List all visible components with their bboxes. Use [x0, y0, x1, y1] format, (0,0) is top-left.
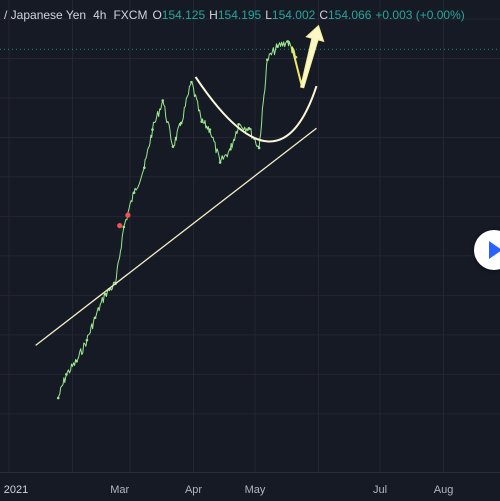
- replay-play-button[interactable]: [474, 230, 500, 270]
- marked-point: [117, 223, 123, 229]
- trendline: [35, 127, 317, 346]
- interval-label[interactable]: 4h: [93, 8, 107, 22]
- price-point: [179, 121, 183, 125]
- x-tick-label: Aug: [433, 484, 454, 496]
- price-point: [247, 126, 251, 130]
- price-point: [276, 45, 279, 48]
- ohlc-open-key: O: [152, 8, 162, 22]
- marked-point: [125, 212, 131, 218]
- price-point: [257, 146, 261, 150]
- ohlc-high-key: H: [209, 8, 218, 22]
- ohlc-close-key: C: [319, 8, 328, 22]
- price-point: [75, 359, 78, 363]
- price-point: [218, 161, 222, 164]
- price-point: [93, 316, 97, 320]
- price-change: +0.003 (+0.00%): [375, 8, 465, 22]
- price-point: [143, 166, 146, 170]
- price-series: [56, 40, 298, 400]
- price-point: [85, 338, 89, 342]
- ohlc-close-value: 154.066: [327, 8, 372, 22]
- ohlc-low-value: 154.002: [271, 8, 316, 22]
- price-line: [57, 40, 297, 399]
- price-point: [161, 99, 165, 102]
- marked-points: [117, 212, 131, 229]
- price-point: [200, 120, 203, 123]
- price-point: [132, 191, 136, 195]
- horizontal-gridlines: [0, 18, 500, 415]
- vertical-gridlines: [8, 0, 445, 472]
- ohlc-low-key: L: [265, 8, 272, 22]
- cup-arc: [194, 76, 318, 143]
- projection-up-arrow: [300, 24, 325, 89]
- price-point: [208, 128, 212, 131]
- price-point: [171, 145, 175, 148]
- x-tick-label: Jul: [373, 484, 388, 496]
- price-point: [104, 292, 107, 296]
- ohlc-open-value: 154.125: [161, 8, 206, 22]
- price-point: [122, 225, 126, 229]
- ohlc-high-value: 154.195: [217, 8, 262, 22]
- price-point: [266, 58, 269, 62]
- x-tick-label: Apr: [184, 484, 203, 496]
- x-tick-label: 2021: [3, 484, 29, 496]
- play-triangle-icon: [489, 241, 500, 259]
- price-point: [229, 147, 232, 151]
- drawing-annotations[interactable]: [35, 24, 325, 346]
- exchange-label: FXCM: [113, 8, 148, 22]
- price-point: [237, 122, 240, 126]
- price-point: [190, 80, 193, 84]
- price-point: [56, 396, 60, 400]
- symbol-legend: / Japanese Yen 4h FXCM O 154.125 H 154.195…: [4, 7, 469, 23]
- price-point: [65, 373, 68, 376]
- price-point: [151, 128, 154, 131]
- symbol-name[interactable]: / Japanese Yen: [4, 8, 87, 22]
- x-tick-label: Mar: [110, 484, 130, 496]
- projection-down-leg: [290, 46, 304, 88]
- time-axis[interactable]: 2021 Mar Apr May Jul Aug: [0, 472, 500, 501]
- price-point: [286, 40, 290, 43]
- x-tick-label: May: [244, 484, 266, 496]
